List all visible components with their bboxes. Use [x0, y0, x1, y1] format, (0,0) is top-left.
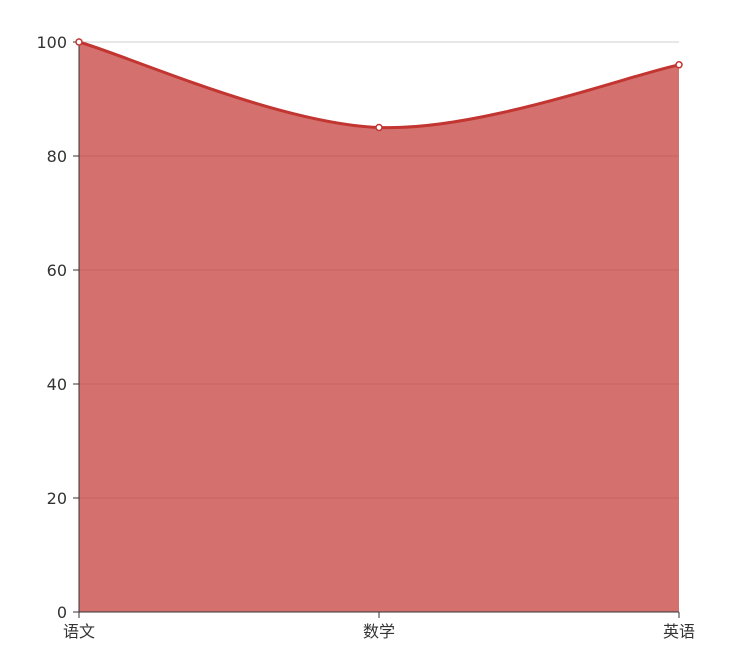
data-point[interactable] — [375, 123, 383, 132]
y-tick-label: 60 — [47, 261, 67, 280]
x-tick-label: 数学 — [363, 622, 395, 641]
y-tick-label: 20 — [47, 489, 67, 508]
area-fill — [79, 42, 679, 612]
y-tick-label: 0 — [57, 603, 67, 622]
data-point[interactable] — [75, 38, 83, 46]
data-points — [75, 38, 683, 132]
y-tick-label: 100 — [36, 33, 67, 52]
x-axis-tick-labels: 语文 数学 英语 — [63, 622, 695, 641]
y-tick-label: 80 — [47, 147, 67, 166]
y-tick-label: 40 — [47, 375, 67, 394]
data-point[interactable] — [675, 61, 683, 69]
x-tick-label: 语文 — [63, 622, 95, 641]
x-tick-label: 英语 — [663, 622, 695, 641]
y-axis-tick-labels: 0 20 40 60 80 100 — [36, 33, 67, 622]
